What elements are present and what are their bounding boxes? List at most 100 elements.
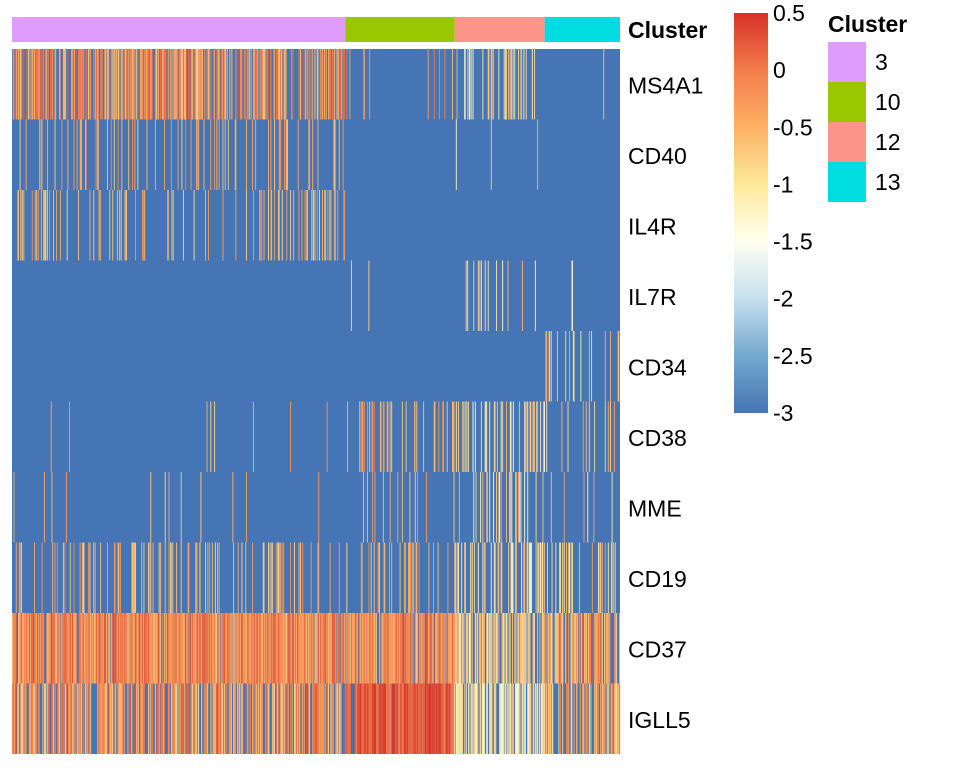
- heatmap-cell: [427, 613, 429, 684]
- heatmap-cell: [91, 613, 92, 684]
- heatmap-cell: [524, 472, 526, 543]
- heatmap-cell: [196, 613, 198, 684]
- heatmap-cell: [76, 119, 78, 190]
- heatmap-cell: [409, 472, 411, 543]
- heatmap-cell: [569, 331, 570, 402]
- heatmap-cell: [94, 613, 95, 684]
- heatmap-cell: [17, 683, 19, 754]
- heatmap-cell: [20, 683, 22, 754]
- heatmap-cell: [259, 49, 260, 120]
- heatmap-cell: [75, 613, 77, 684]
- heatmap-cell: [271, 190, 273, 261]
- heatmap-cell: [548, 683, 550, 754]
- heatmap-cell: [367, 683, 369, 754]
- heatmap-cell: [262, 683, 263, 754]
- heatmap-cell: [129, 683, 131, 754]
- heatmap-cell: [583, 683, 585, 754]
- heatmap-cell: [520, 683, 522, 754]
- heatmap-cell: [530, 401, 532, 472]
- heatmap-cell: [572, 542, 574, 613]
- heatmap-cell: [458, 613, 460, 684]
- heatmap-cell: [518, 683, 520, 754]
- heatmap-cell: [578, 542, 580, 613]
- heatmap-cell: [444, 683, 446, 754]
- heatmap-cell: [327, 683, 329, 754]
- heatmap-cell: [512, 401, 514, 472]
- heatmap-cell: [180, 683, 182, 754]
- heatmap-cell: [218, 119, 220, 190]
- heatmap-cell: [436, 613, 437, 684]
- heatmap-cell: [330, 613, 332, 684]
- heatmap-cell: [97, 683, 99, 754]
- heatmap-cell: [241, 613, 243, 684]
- heatmap-cell: [205, 49, 206, 120]
- heatmap-cell: [141, 49, 143, 120]
- heatmap-cell: [571, 613, 573, 684]
- heatmap-row-CD19: [12, 542, 620, 613]
- heatmap-cell: [483, 542, 485, 613]
- row-background: [12, 260, 620, 331]
- heatmap-cell: [525, 401, 527, 472]
- heatmap-cell: [515, 472, 517, 543]
- heatmap-cell: [122, 49, 124, 120]
- heatmap-cell: [439, 613, 441, 684]
- heatmap-cell: [116, 49, 118, 120]
- heatmap-cell: [246, 119, 247, 190]
- heatmap-cell: [293, 613, 295, 684]
- heatmap-cell: [605, 613, 607, 684]
- heatmap-cell: [511, 472, 513, 543]
- heatmap-cell: [540, 401, 542, 472]
- heatmap-cell: [97, 119, 99, 190]
- heatmap-cell: [317, 49, 319, 120]
- heatmap-cell: [483, 613, 485, 684]
- heatmap-cell: [494, 542, 496, 613]
- heatmap-cell: [331, 613, 333, 684]
- heatmap-cell: [407, 683, 409, 754]
- heatmap-cell: [338, 49, 340, 120]
- heatmap-cell: [349, 49, 351, 120]
- heatmap-cell: [49, 613, 51, 684]
- heatmap-cell: [148, 683, 150, 754]
- heatmap-cell: [247, 683, 249, 754]
- heatmap-cell: [252, 119, 254, 190]
- heatmap-cell: [151, 49, 153, 120]
- heatmap-cell: [60, 683, 62, 754]
- heatmap-cell: [336, 49, 338, 120]
- heatmap-cell: [473, 260, 475, 331]
- heatmap-cell: [110, 613, 112, 684]
- heatmap-cell: [49, 190, 51, 261]
- heatmap-cell: [263, 49, 265, 120]
- heatmap-cell: [243, 49, 245, 120]
- heatmap-cell: [100, 49, 102, 120]
- heatmap-cell: [387, 401, 389, 472]
- heatmap-cell: [321, 49, 323, 120]
- heatmap-cell: [581, 613, 583, 684]
- heatmap-cell: [444, 49, 446, 120]
- heatmap-cell: [333, 613, 335, 684]
- heatmap-cell: [30, 683, 32, 754]
- heatmap-cell: [230, 683, 232, 754]
- heatmap-cell: [367, 613, 369, 684]
- heatmap-cell: [456, 49, 458, 120]
- heatmap-cell: [188, 613, 190, 684]
- heatmap-cell: [259, 49, 261, 120]
- heatmap-cell: [359, 683, 361, 754]
- heatmap-cell: [511, 49, 513, 120]
- heatmap-cell: [457, 683, 459, 754]
- heatmap-cell: [144, 613, 146, 684]
- heatmap-cell: [455, 683, 457, 754]
- heatmap-cell: [234, 119, 236, 190]
- heatmap-cell: [554, 613, 556, 684]
- heatmap-cell: [418, 613, 420, 684]
- heatmap-cell: [548, 613, 550, 684]
- heatmap-cell: [29, 683, 31, 754]
- heatmap-cell: [177, 613, 179, 684]
- heatmap-cell: [493, 613, 494, 684]
- heatmap-cell: [97, 119, 99, 190]
- heatmap-cell: [281, 49, 282, 120]
- heatmap-cell: [249, 613, 251, 684]
- heatmap-cell: [571, 542, 573, 613]
- heatmap-cell: [300, 542, 301, 613]
- heatmap-cell: [195, 49, 197, 120]
- heatmap-cell: [100, 613, 102, 684]
